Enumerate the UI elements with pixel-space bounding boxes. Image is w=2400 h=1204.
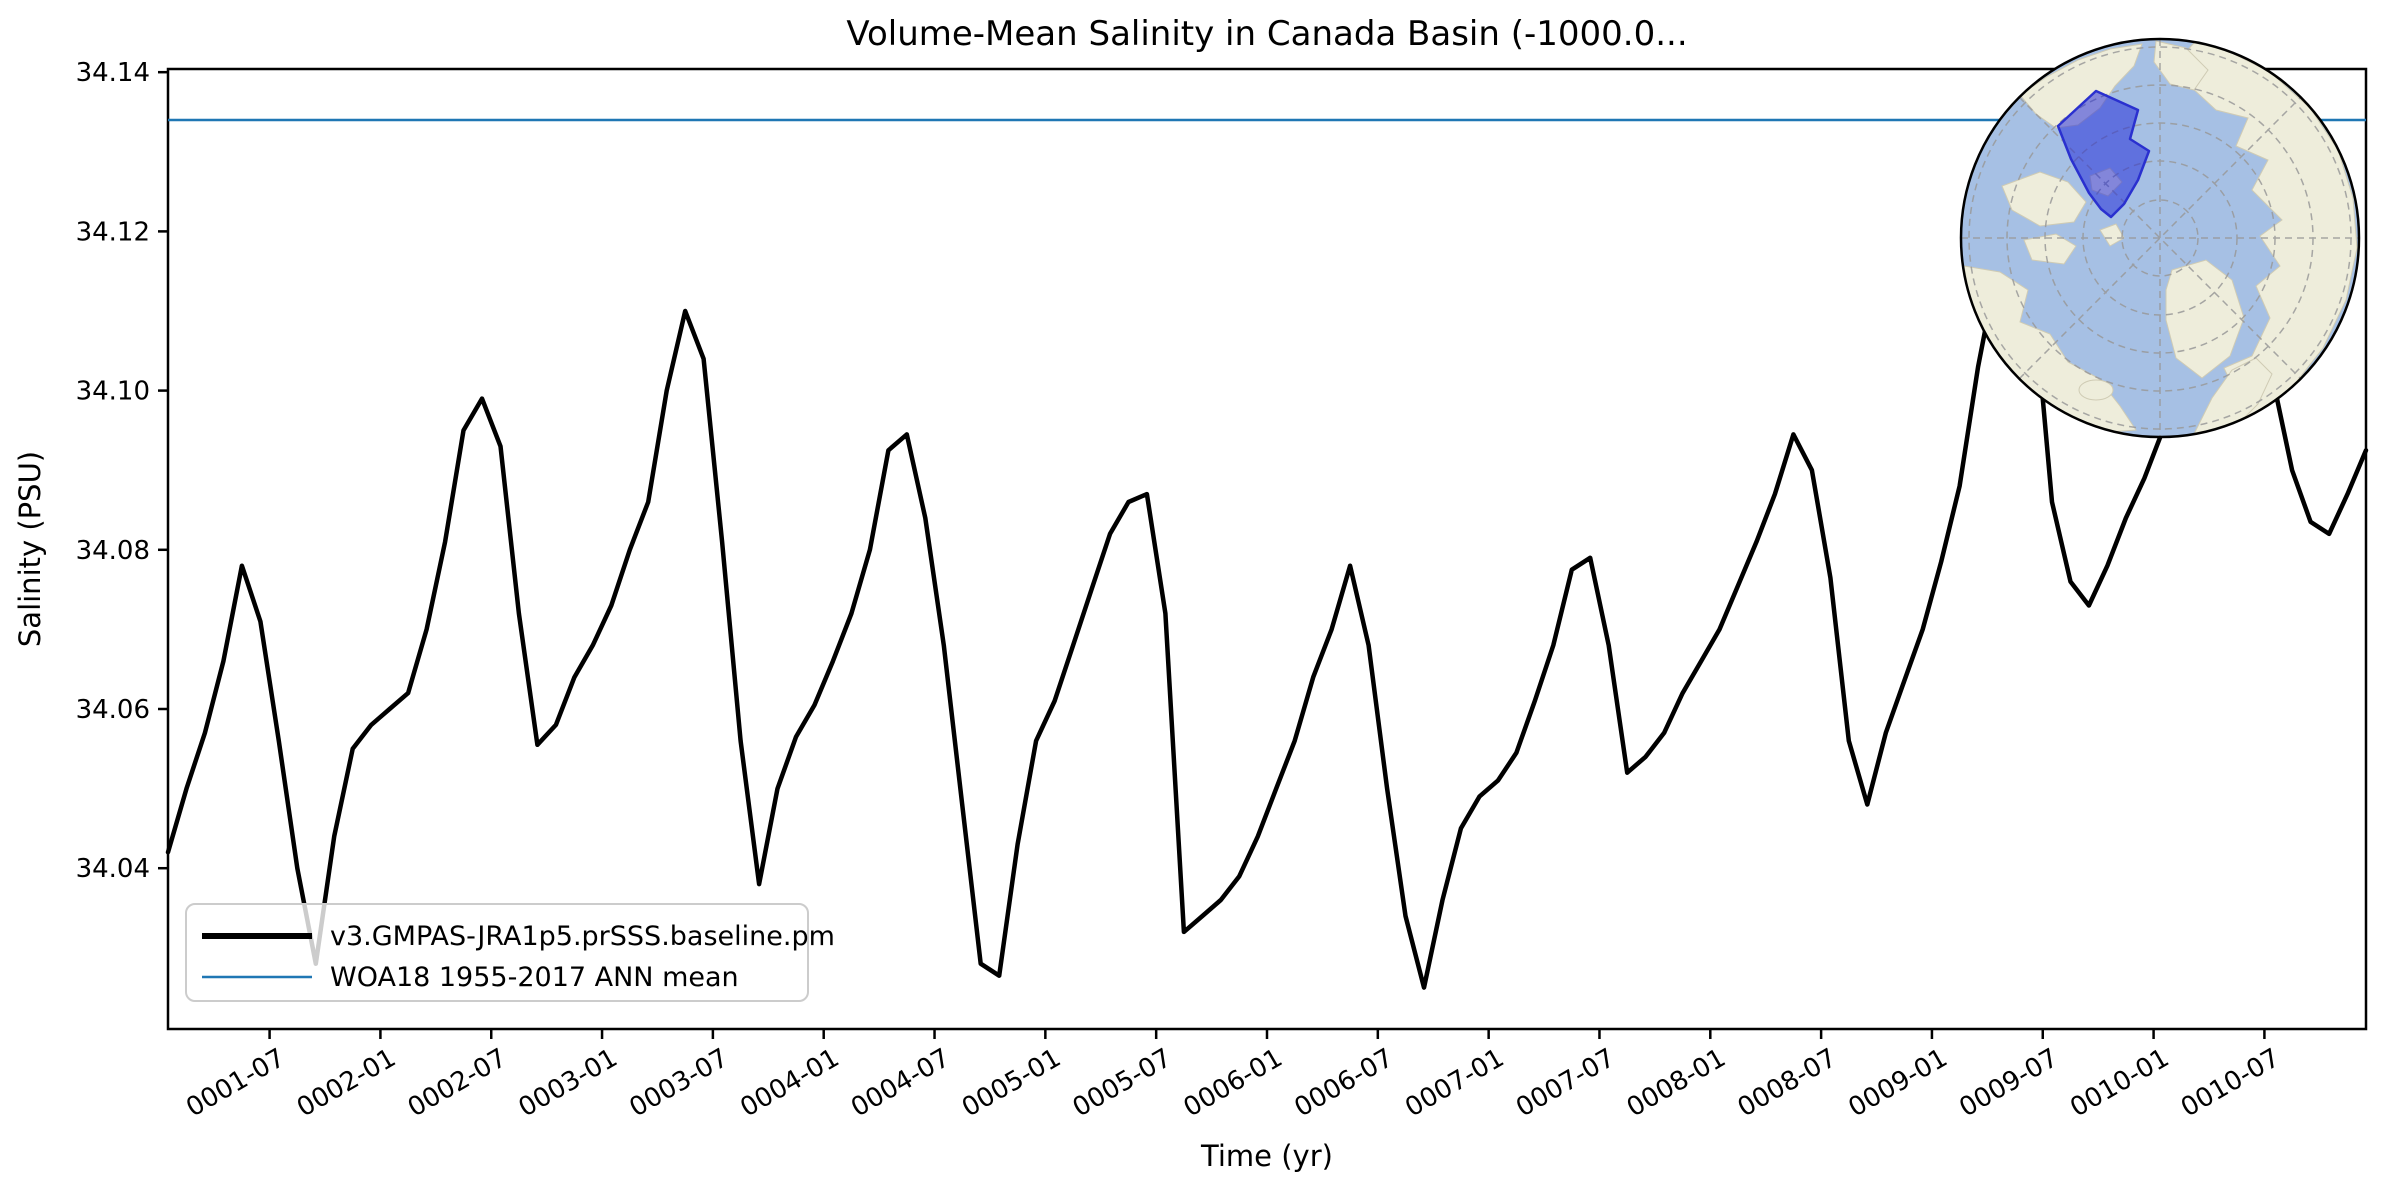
inset-border-circle bbox=[1959, 37, 2361, 439]
x-tick-label: 0004-01 bbox=[735, 1043, 844, 1123]
legend-label-woa18: WOA18 1955-2017 ANN mean bbox=[330, 962, 739, 993]
y-tick-label: 34.06 bbox=[76, 695, 150, 725]
x-tick-label: 0005-01 bbox=[957, 1043, 1066, 1123]
x-tick-label: 0002-07 bbox=[403, 1043, 512, 1123]
x-tick-label: 0005-07 bbox=[1068, 1043, 1177, 1123]
land-iceland bbox=[2078, 379, 2114, 401]
chart-title: Volume-Mean Salinity in Canada Basin (-1… bbox=[846, 14, 1687, 54]
land-chukotka bbox=[2153, 40, 2209, 91]
x-tick-label: 0003-07 bbox=[624, 1043, 733, 1123]
x-tick-label: 0009-01 bbox=[1844, 1043, 1953, 1123]
x-tick-label: 0001-07 bbox=[181, 1043, 290, 1123]
x-tick-label: 0008-07 bbox=[1733, 1043, 1842, 1123]
land-canadian-archipelago bbox=[2001, 171, 2087, 227]
x-tick-label: 0003-01 bbox=[514, 1043, 623, 1123]
legend-label-model: v3.GMPAS-JRA1p5.prSSS.baseline.pm bbox=[330, 921, 835, 952]
x-axis: 0001-07 0002-01 0002-07 0003-01 0003-07 0004-… bbox=[181, 1029, 2285, 1123]
land-alaska bbox=[2019, 43, 2143, 129]
land-russia bbox=[2177, 41, 2358, 429]
y-axis-label: Salinity (PSU) bbox=[13, 451, 47, 647]
x-tick-label: 0010-01 bbox=[2065, 1043, 2174, 1123]
y-tick-label: 34.12 bbox=[76, 217, 150, 247]
y-tick-label: 34.14 bbox=[76, 58, 150, 88]
legend: v3.GMPAS-JRA1p5.prSSS.baseline.pm WOA18 … bbox=[185, 903, 835, 1002]
x-tick-label: 0006-07 bbox=[1289, 1043, 1398, 1123]
land-canadian-archipelago bbox=[2023, 233, 2077, 265]
x-tick-label: 0004-07 bbox=[846, 1043, 955, 1123]
x-tick-label: 0006-01 bbox=[1179, 1043, 1288, 1123]
y-tick-label: 34.04 bbox=[76, 854, 150, 884]
x-tick-label: 0010-07 bbox=[2176, 1043, 2285, 1123]
x-axis-label: Time (yr) bbox=[1200, 1139, 1333, 1173]
land-greenland bbox=[2165, 259, 2245, 379]
y-tick-label: 34.08 bbox=[76, 536, 150, 566]
canada-basin-region-highlight bbox=[2056, 89, 2151, 219]
inset-graticule bbox=[1961, 39, 2359, 437]
inset-landmasses bbox=[1963, 40, 2358, 437]
arctic-polar-map-inset bbox=[1959, 37, 2361, 439]
x-tick-label: 0002-01 bbox=[292, 1043, 401, 1123]
x-tick-label: 0007-01 bbox=[1400, 1043, 1509, 1123]
x-tick-label: 0007-07 bbox=[1511, 1043, 1620, 1123]
x-tick-label: 0008-01 bbox=[1622, 1043, 1731, 1123]
x-tick-label: 0009-07 bbox=[1954, 1043, 2063, 1123]
y-axis: 34.04 34.06 34.08 34.10 34.12 34.14 bbox=[76, 58, 168, 884]
y-tick-label: 34.10 bbox=[76, 377, 150, 407]
legend-box bbox=[185, 903, 809, 1002]
